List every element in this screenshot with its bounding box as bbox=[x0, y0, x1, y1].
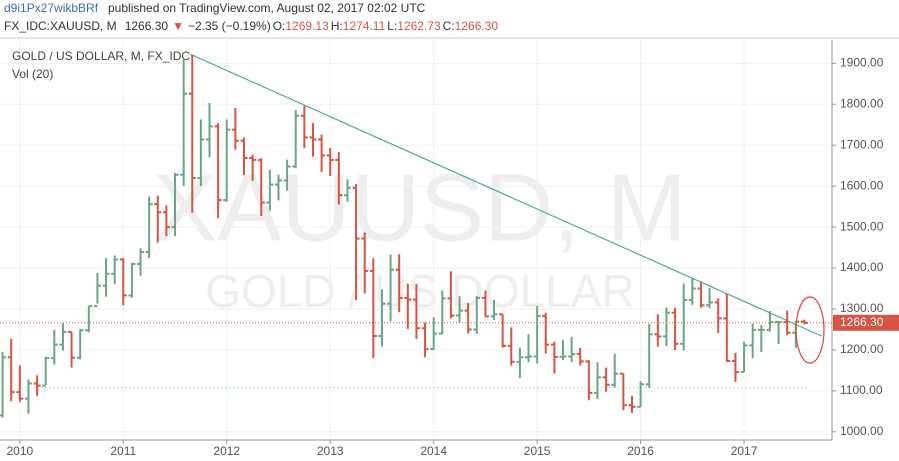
ohlc-label: C: bbox=[443, 19, 455, 33]
x-tick-label: 2017 bbox=[731, 444, 758, 458]
y-tick-label: 1900.00 bbox=[840, 56, 884, 70]
change: −2.35 (−0.19%) bbox=[188, 19, 271, 33]
x-tick-label: 2015 bbox=[524, 444, 551, 458]
x-tick-label: 2016 bbox=[627, 444, 654, 458]
highlight-ellipse bbox=[795, 296, 825, 364]
x-tick-label: 2013 bbox=[317, 444, 344, 458]
price: 1266.30 bbox=[125, 19, 169, 33]
y-tick-label: 1200.00 bbox=[840, 342, 884, 356]
y-tick-label: 1700.00 bbox=[840, 137, 884, 151]
y-tick-label: 1600.00 bbox=[840, 178, 884, 192]
indicator-label: Vol (20) bbox=[12, 67, 53, 81]
watermark-symbol: XAUUSD, M bbox=[153, 154, 686, 261]
y-tick-label: 1800.00 bbox=[840, 96, 884, 110]
x-tick-label: 2012 bbox=[213, 444, 240, 458]
ohlc-value: 1262.73 bbox=[397, 19, 441, 33]
symbol: FX_IDC:XAUUSD, M bbox=[4, 19, 117, 33]
ohlc-label: O: bbox=[273, 19, 286, 33]
ohlc-value: 1269.13 bbox=[285, 19, 329, 33]
y-tick-label: 1100.00 bbox=[840, 383, 883, 397]
last-price-box bbox=[833, 314, 899, 331]
ohlc-label: H: bbox=[331, 19, 343, 33]
change-arrow: ▼ bbox=[172, 19, 184, 33]
ohlc-label: L: bbox=[387, 19, 397, 33]
last-price-label: 1266.30 bbox=[840, 315, 884, 329]
ohlc-value: 1274.11 bbox=[343, 19, 386, 33]
ohlc-value: 1266.30 bbox=[455, 19, 499, 33]
trendline bbox=[190, 53, 822, 337]
chart-title: GOLD / US DOLLAR, M, FX_IDC bbox=[12, 49, 190, 63]
y-tick-label: 1500.00 bbox=[840, 219, 884, 233]
author[interactable]: d9i1Px27wikbBRf bbox=[4, 1, 99, 15]
y-tick-label: 1300.00 bbox=[840, 301, 884, 315]
x-tick-label: 2011 bbox=[110, 444, 136, 458]
x-tick-label: 2014 bbox=[420, 444, 447, 458]
x-tick-label: 2010 bbox=[6, 444, 33, 458]
y-tick-label: 1000.00 bbox=[840, 424, 884, 438]
published-note: published on TradingView.com, August 02,… bbox=[108, 1, 426, 15]
y-tick-label: 1400.00 bbox=[840, 260, 884, 274]
